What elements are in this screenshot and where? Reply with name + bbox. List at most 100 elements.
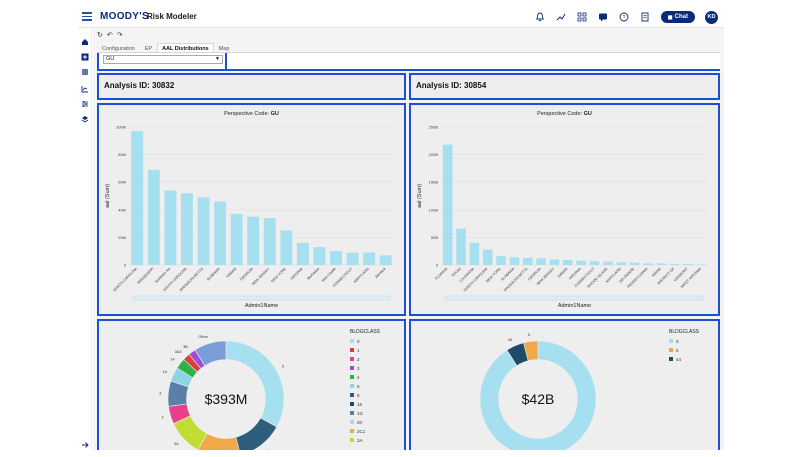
app-name: Risk Modeler [147, 12, 197, 21]
left-legend-swatch [350, 375, 354, 379]
right-y-tick-label: 250B [429, 125, 439, 130]
right-bar [603, 261, 613, 265]
left-slice-label: 3B [183, 345, 188, 349]
redo-icon[interactable]: ↷ [116, 32, 123, 39]
bar-chart-left: 0 20M 40M 60M 80M 100M aal (Sum) NORTH CAROLINA… [105, 125, 394, 309]
add-icon[interactable] [81, 48, 89, 61]
left-y-tick-label: 80M [118, 152, 126, 157]
left-legend-label: 3 [357, 366, 360, 371]
document-icon[interactable] [640, 12, 651, 23]
bell-icon[interactable] [535, 12, 546, 23]
left-bar [247, 216, 260, 265]
left-y-tick-label: 100M [116, 125, 126, 130]
left-bar [313, 247, 326, 265]
expand-arrow-icon[interactable] [81, 436, 89, 448]
left-bar [263, 218, 276, 265]
message-icon[interactable] [598, 12, 609, 23]
left-bar [280, 230, 293, 265]
chart-icon[interactable] [81, 80, 89, 93]
tab-ep[interactable]: EP [144, 46, 153, 52]
tune-icon[interactable] [81, 95, 89, 107]
left-x-tick-label: MARYLAND [353, 267, 370, 284]
left-x-tick-label: GEORGIA [239, 266, 254, 281]
home-icon[interactable] [81, 33, 89, 45]
perspective-select[interactable]: GU ▼ [103, 55, 223, 64]
left-slice-label: 14 [170, 358, 174, 362]
analysis-header-right: Analysis ID: 30854 [409, 73, 720, 100]
left-bar [181, 193, 193, 265]
left-legend-swatch [350, 384, 354, 388]
left-x-tick-label: Southern Ho [154, 267, 171, 284]
list-icon[interactable] [81, 63, 89, 75]
left-legend-swatch [350, 357, 354, 361]
left-legend-swatch [350, 411, 354, 415]
svg-text:?: ? [623, 15, 626, 21]
left-y-axis-label: aal (Sum) [105, 184, 111, 208]
left-bar [230, 213, 243, 265]
user-avatar[interactable]: KD [705, 10, 718, 24]
grid-apps-icon[interactable] [577, 12, 588, 23]
right-bar [589, 261, 600, 265]
left-x-tick-label: VIRGINIA [290, 266, 304, 280]
left-bar [147, 169, 160, 265]
right-y-tick-label: 100B [429, 207, 439, 212]
left-donut-center-value: $393M [205, 391, 248, 407]
right-bar [469, 242, 480, 265]
left-x-axis-label: Admin1Name [245, 303, 278, 309]
right-bar [509, 257, 520, 265]
tab-configuration[interactable]: Configuration [102, 46, 135, 52]
left-bar [214, 201, 227, 265]
chart-title-left-prefix: Perspective Code: [224, 111, 270, 117]
left-bar [379, 255, 392, 265]
layers-icon[interactable] [81, 110, 89, 123]
chat-button[interactable]: ◼ Chat [660, 11, 695, 23]
donut-panel-left: 062C13A231A143A33BOther$393MBLDGCLASS012… [97, 319, 406, 450]
help-icon[interactable]: ? [619, 12, 630, 23]
left-x-tick-label: NEW JERSEY [251, 266, 271, 286]
right-bar [522, 257, 533, 265]
right-donut-slice [479, 340, 597, 450]
chat-label: Chat [674, 14, 688, 20]
right-legend-swatch [669, 357, 673, 361]
left-x-tick-label: New Castle [321, 267, 337, 283]
left-slice-label: 6 [266, 449, 268, 450]
right-bar [536, 258, 546, 265]
left-bar [363, 252, 376, 265]
left-slice-label: 2 [161, 416, 163, 420]
left-legend-swatch [350, 366, 354, 370]
left-legend-label: 2 [357, 357, 360, 362]
left-legend-label: 16 [357, 402, 363, 407]
refresh-icon[interactable]: ↻ [97, 32, 103, 39]
left-legend-swatch [350, 348, 354, 352]
left-legend-label: 1G [357, 411, 364, 416]
left-bar [346, 252, 359, 265]
hamburger-menu-icon[interactable] [82, 12, 92, 21]
toolbar: ↻ ↶ ↷ [97, 31, 123, 39]
left-legend-swatch [350, 339, 354, 343]
left-slice-label: 3A3 [175, 350, 182, 354]
left-slice-label: 3 [159, 391, 161, 395]
right-bar [576, 260, 586, 265]
left-legend-label: 5 [357, 384, 360, 389]
left-legend-title: BLDGCLASS [350, 329, 381, 335]
right-x-tick-label: MASSACHUSETTS [503, 266, 529, 292]
right-bar [456, 228, 466, 265]
trend-icon[interactable] [556, 12, 567, 23]
bar-chart-panel-right: Perspective Code: GU 0 50B 100B 150B 200B 250… [409, 103, 720, 316]
right-legend-title: BLDGCLASS [669, 329, 700, 335]
undo-icon[interactable]: ↶ [106, 32, 113, 39]
tab-map[interactable]: Map [218, 46, 230, 52]
left-y-tick-label: 40M [118, 207, 126, 212]
left-legend-swatch [350, 402, 354, 406]
left-legend-label: 0 [357, 339, 360, 344]
right-slice-label: 44 [508, 338, 512, 342]
right-y-tick-label: 0 [436, 263, 439, 268]
chevron-down-icon: ▼ [215, 56, 220, 62]
left-donut-slice [194, 340, 227, 367]
right-x-axis-label: Admin1Name [558, 303, 591, 309]
left-bar [131, 131, 144, 265]
chart-title-right-prefix: Perspective Code: [537, 111, 583, 117]
right-slice-label: 5 [528, 333, 530, 337]
